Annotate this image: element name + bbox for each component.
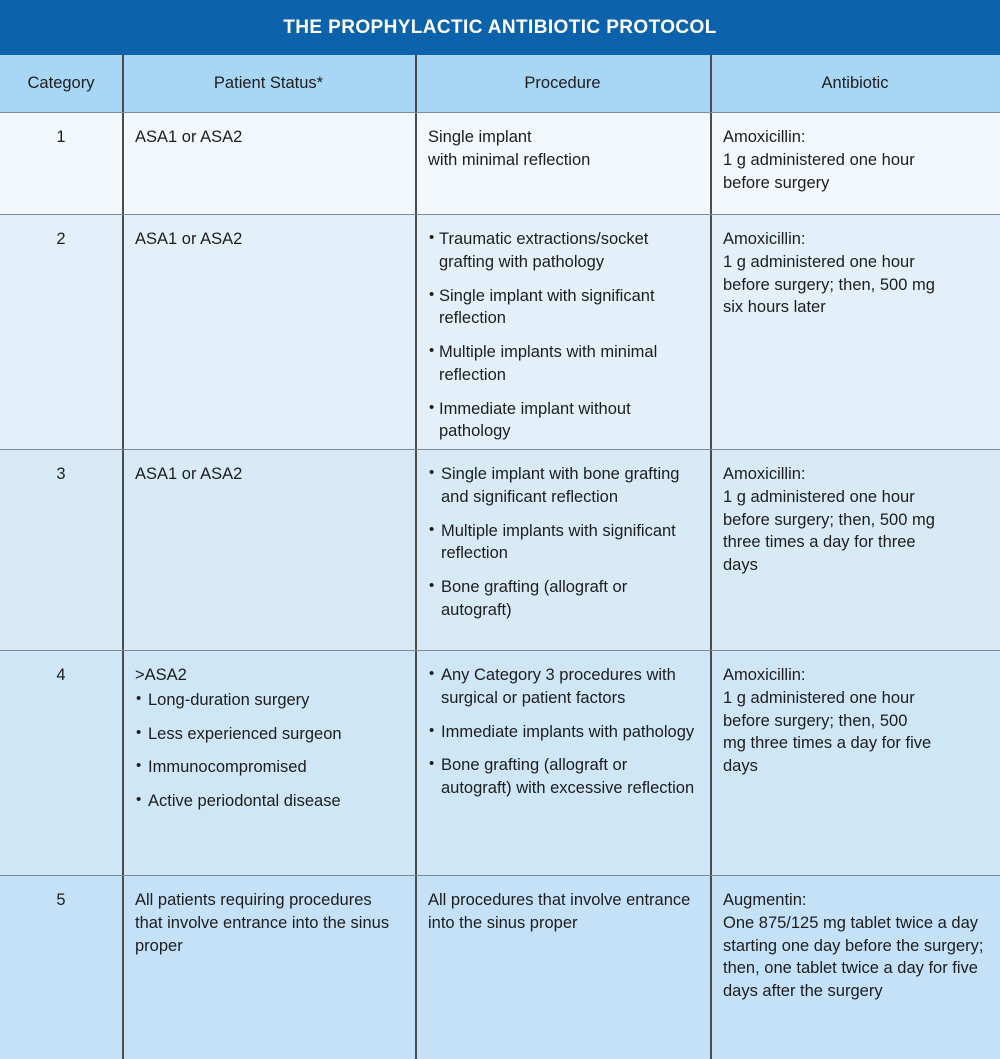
cell-procedure: Single implant with minimal reflection [415,113,710,214]
cell-antibiotic: Augmentin: One 875/125 mg tablet twice a… [710,876,1000,1059]
table-row: 1 ASA1 or ASA2 Single implant with minim… [0,112,1000,214]
status-text: >ASA2 [135,666,187,684]
table-row: 2 ASA1 or ASA2 Traumatic extractions/soc… [0,214,1000,449]
cell-category: 4 [56,666,66,684]
list-item: Long-duration surgery [135,688,403,712]
cell-procedure: Any Category 3 procedures with surgical … [415,651,710,875]
list-item: Bone grafting (allograft or autograft) w… [428,753,698,800]
cell-procedure: Single implant with bone grafting and si… [415,450,710,650]
cell-antibiotic: Amoxicillin: 1 g administered one hour b… [710,215,1000,449]
list-item: Immediate implant without pathology [428,397,698,444]
table-title-bar: THE PROPHYLACTIC ANTIBIOTIC PROTOCOL [0,0,1000,55]
procedure-bullet-list: Single implant with bone grafting and si… [428,462,698,622]
list-item: Single implant with bone grafting and si… [428,462,698,509]
antibiotic-text: Amoxicillin: 1 g administered one hour b… [723,666,932,776]
cell-patient-status: ASA1 or ASA2 [122,450,415,650]
table-header-row: Category Patient Status* Procedure Antib… [0,55,1000,112]
status-text: ASA1 or ASA2 [135,230,243,248]
table-row: 4 >ASA2 Long-duration surgery Less exper… [0,650,1000,875]
cell-procedure: Traumatic extractions/socket grafting wi… [415,215,710,449]
list-item: Multiple implants with minimal reflectio… [428,340,698,387]
list-item: Immediate implants with pathology [428,720,698,744]
table-row: 3 ASA1 or ASA2 Single implant with bone … [0,449,1000,650]
list-item: Traumatic extractions/socket grafting wi… [428,227,698,274]
cell-patient-status: ASA1 or ASA2 [122,215,415,449]
cell-antibiotic: Amoxicillin: 1 g administered one hour b… [710,113,1000,214]
status-text: ASA1 or ASA2 [135,465,243,483]
cell-antibiotic: Amoxicillin: 1 g administered one hour b… [710,651,1000,875]
procedure-bullet-list: Traumatic extractions/socket grafting wi… [428,227,698,444]
procedure-text: Single implant with minimal reflection [428,128,591,169]
list-item: Single implant with significant reflecti… [428,284,698,331]
column-header-patient-status: Patient Status* [122,55,415,112]
cell-patient-status: All patients requiring procedures that i… [122,876,415,1059]
list-item: Active periodontal disease [135,789,403,813]
list-item: Any Category 3 procedures with surgical … [428,663,698,710]
cell-procedure: All procedures that involve entrance int… [415,876,710,1059]
procedure-text: All procedures that involve entrance int… [428,891,691,932]
status-text: All patients requiring procedures that i… [135,891,390,955]
antibiotic-text: Amoxicillin: 1 g administered one hour b… [723,230,935,317]
column-header-category: Category [27,74,95,92]
cell-antibiotic: Amoxicillin: 1 g administered one hour b… [710,450,1000,650]
column-header-procedure: Procedure [415,55,710,112]
antibiotic-text: Amoxicillin: 1 g administered one hour b… [723,465,935,575]
procedure-bullet-list: Any Category 3 procedures with surgical … [428,663,698,800]
list-item: Less experienced surgeon [135,722,403,746]
cell-category: 5 [56,891,66,909]
status-bullet-list: Long-duration surgery Less experienced s… [135,688,403,813]
antibiotic-text: Augmentin: One 875/125 mg tablet twice a… [723,891,984,1001]
cell-category: 2 [56,230,66,248]
cell-category: 1 [56,128,66,146]
column-header-antibiotic: Antibiotic [710,55,1000,112]
cell-patient-status: >ASA2 Long-duration surgery Less experie… [122,651,415,875]
table-row: 5 All patients requiring procedures that… [0,875,1000,1059]
cell-category: 3 [56,465,66,483]
status-text: ASA1 or ASA2 [135,128,243,146]
cell-patient-status: ASA1 or ASA2 [122,113,415,214]
list-item: Multiple implants with significant refle… [428,519,698,566]
list-item: Immunocompromised [135,755,403,779]
list-item: Bone grafting (allograft or autograft) [428,575,698,622]
antibiotic-text: Amoxicillin: 1 g administered one hour b… [723,128,915,192]
page-title: THE PROPHYLACTIC ANTIBIOTIC PROTOCOL [283,16,717,38]
